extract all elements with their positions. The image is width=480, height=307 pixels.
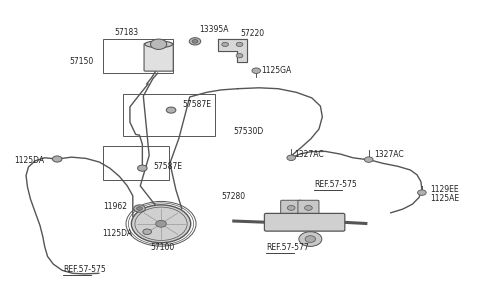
Ellipse shape [305, 205, 312, 210]
Text: 57530D: 57530D [233, 127, 264, 136]
Text: 1129EE: 1129EE [431, 185, 459, 194]
Ellipse shape [156, 220, 167, 227]
Ellipse shape [189, 38, 201, 45]
Text: 1125DA: 1125DA [14, 156, 44, 165]
Text: REF.57-575: REF.57-575 [63, 265, 106, 274]
Polygon shape [218, 39, 247, 62]
Bar [123, 94, 215, 136]
Ellipse shape [288, 205, 295, 210]
Text: 1125DA: 1125DA [102, 229, 132, 238]
Text: 13395A: 13395A [199, 25, 229, 34]
Text: 57587E: 57587E [153, 162, 182, 171]
FancyBboxPatch shape [281, 200, 302, 216]
Text: 57220: 57220 [240, 29, 264, 38]
Text: 11962: 11962 [104, 203, 128, 212]
Ellipse shape [236, 42, 243, 47]
Text: REF.57-577: REF.57-577 [266, 243, 309, 252]
FancyBboxPatch shape [264, 213, 345, 231]
FancyBboxPatch shape [144, 43, 173, 71]
Ellipse shape [236, 53, 243, 58]
Text: 57587E: 57587E [182, 100, 212, 109]
Text: REF.57-575: REF.57-575 [314, 180, 357, 189]
Ellipse shape [418, 190, 426, 195]
Ellipse shape [252, 68, 261, 73]
Ellipse shape [137, 207, 143, 210]
Ellipse shape [134, 205, 145, 212]
Ellipse shape [151, 39, 167, 49]
Ellipse shape [138, 165, 147, 171]
Ellipse shape [299, 232, 322, 247]
Text: 57183: 57183 [114, 28, 139, 37]
Ellipse shape [192, 40, 198, 43]
Ellipse shape [145, 41, 172, 48]
FancyBboxPatch shape [298, 200, 319, 216]
Text: 57100: 57100 [150, 243, 175, 252]
Bar [103, 146, 168, 181]
Ellipse shape [132, 205, 191, 243]
Ellipse shape [143, 229, 152, 235]
Text: 1125GA: 1125GA [261, 67, 291, 76]
Ellipse shape [287, 155, 296, 161]
Bar [103, 39, 173, 73]
Text: 57280: 57280 [222, 192, 246, 201]
Ellipse shape [222, 42, 228, 47]
Text: 1125AE: 1125AE [431, 194, 460, 203]
Text: 1327AC: 1327AC [374, 150, 404, 159]
Text: 1327AC: 1327AC [295, 150, 324, 159]
Ellipse shape [305, 236, 316, 243]
Ellipse shape [166, 107, 176, 113]
Ellipse shape [52, 156, 62, 162]
Ellipse shape [364, 157, 373, 162]
Text: 57150: 57150 [69, 57, 94, 66]
